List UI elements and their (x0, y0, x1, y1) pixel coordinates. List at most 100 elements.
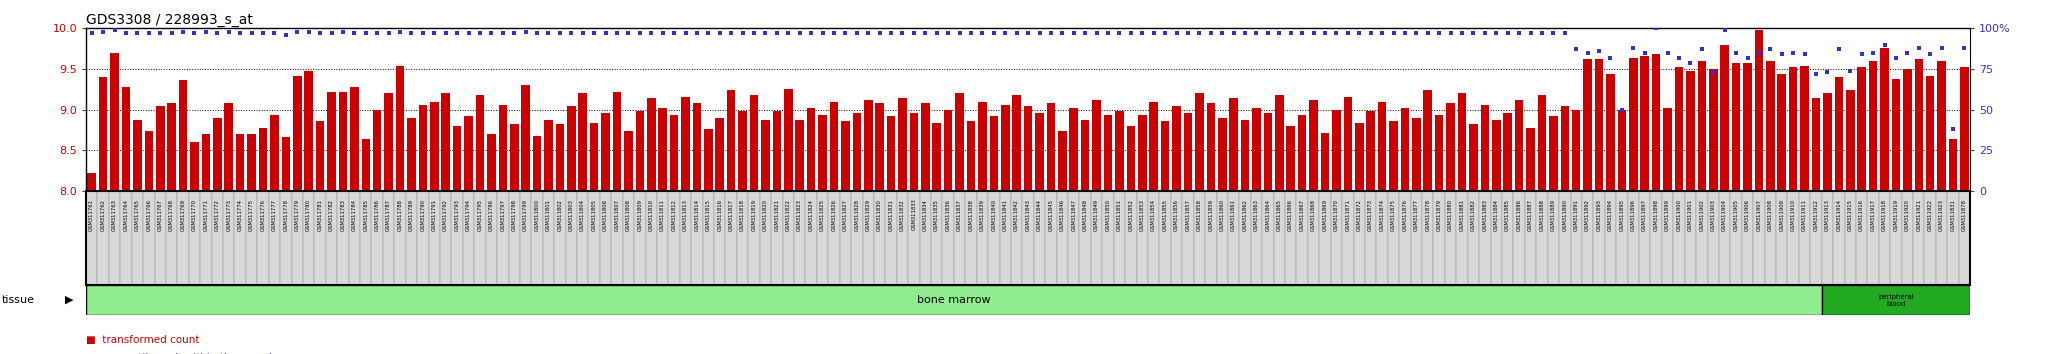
Bar (965, 191, 977, 285)
Point (406, 30, 438, 36)
Bar (1686, 191, 1696, 285)
Bar (1343, 97, 1352, 191)
Point (1753, 47, 1786, 52)
Text: GSM311877: GSM311877 (1413, 199, 1419, 231)
Text: GSM311811: GSM311811 (659, 199, 666, 231)
Point (782, 30, 815, 36)
Bar (999, 191, 1012, 285)
Point (1149, 30, 1182, 36)
Point (1309, 30, 1341, 36)
Bar (1915, 59, 1923, 191)
Bar (819, 115, 827, 191)
Bar (1573, 110, 1581, 191)
Text: GSM311807: GSM311807 (614, 199, 618, 231)
Bar (610, 191, 623, 285)
Text: GSM311814: GSM311814 (694, 199, 700, 231)
Text: GSM311780: GSM311780 (307, 199, 311, 231)
Bar (1800, 66, 1808, 191)
Bar (1616, 191, 1628, 285)
Bar (1903, 191, 1913, 285)
Text: GSM311868: GSM311868 (1311, 199, 1317, 231)
Bar (762, 120, 770, 191)
Point (840, 30, 872, 36)
Bar (543, 191, 555, 285)
Bar (657, 108, 668, 191)
Text: GSM311798: GSM311798 (512, 199, 516, 231)
Bar (1378, 102, 1386, 191)
Point (453, 30, 485, 36)
Point (1114, 30, 1147, 36)
Bar (293, 75, 301, 191)
Bar (1184, 113, 1192, 191)
Text: GSM311918: GSM311918 (1882, 199, 1886, 231)
Text: GSM311873: GSM311873 (1368, 199, 1372, 230)
Text: GSM311840: GSM311840 (991, 199, 995, 231)
Bar (885, 191, 897, 285)
Text: GSM311903: GSM311903 (1710, 199, 1716, 230)
Bar (1661, 191, 1673, 285)
Point (555, 30, 588, 36)
Point (178, 30, 211, 36)
Bar (635, 191, 645, 285)
Bar (1171, 107, 1182, 191)
Text: GSM311898: GSM311898 (1653, 199, 1659, 231)
Text: GSM311864: GSM311864 (1266, 199, 1270, 231)
Bar (967, 121, 975, 191)
Bar (1810, 191, 1823, 285)
Text: GSM311922: GSM311922 (1927, 199, 1933, 231)
Bar (602, 113, 610, 191)
Text: GSM311815: GSM311815 (707, 199, 711, 231)
Text: GSM311775: GSM311775 (250, 199, 254, 231)
Bar (1606, 191, 1616, 285)
Point (1698, 69, 1731, 75)
Text: GSM311766: GSM311766 (145, 199, 152, 231)
Point (1012, 30, 1044, 36)
Bar (1217, 191, 1229, 285)
Bar (942, 191, 954, 285)
Point (1159, 30, 1192, 36)
Point (281, 29, 313, 34)
Point (373, 30, 406, 36)
Bar (1479, 191, 1491, 285)
Text: GSM311805: GSM311805 (592, 199, 596, 231)
Bar (645, 191, 657, 285)
Point (86, 29, 119, 34)
Bar (1653, 55, 1661, 191)
Point (1673, 60, 1706, 65)
Bar (88, 173, 96, 191)
Bar (1206, 103, 1214, 191)
Bar (682, 97, 690, 191)
Bar (1044, 191, 1057, 285)
Bar (1833, 191, 1845, 285)
Point (156, 30, 188, 36)
Bar (1548, 116, 1559, 191)
Bar (1436, 115, 1444, 191)
Bar (1516, 100, 1524, 191)
Text: GSM311833: GSM311833 (911, 199, 915, 230)
Text: GSM311893: GSM311893 (1597, 199, 1602, 230)
Bar (623, 191, 635, 285)
Bar (315, 121, 324, 191)
Bar (442, 93, 451, 191)
Point (817, 30, 850, 36)
Bar (772, 112, 780, 191)
Bar (1890, 191, 1903, 285)
Bar (702, 191, 715, 285)
Bar (1354, 191, 1364, 285)
Bar (1139, 115, 1147, 191)
Bar (565, 191, 578, 285)
Text: GSM311883: GSM311883 (1483, 199, 1487, 230)
Bar (590, 123, 598, 191)
Point (258, 30, 291, 36)
Text: GSM311791: GSM311791 (432, 199, 436, 231)
Text: GSM311769: GSM311769 (180, 199, 186, 231)
Bar (1059, 131, 1067, 191)
Bar (588, 191, 600, 285)
Bar (805, 191, 817, 285)
Bar (485, 191, 498, 285)
Text: GSM311788: GSM311788 (397, 199, 403, 231)
Bar (899, 98, 907, 191)
Bar (1491, 191, 1501, 285)
Point (1858, 50, 1890, 56)
Text: GSM311841: GSM311841 (1004, 199, 1008, 231)
